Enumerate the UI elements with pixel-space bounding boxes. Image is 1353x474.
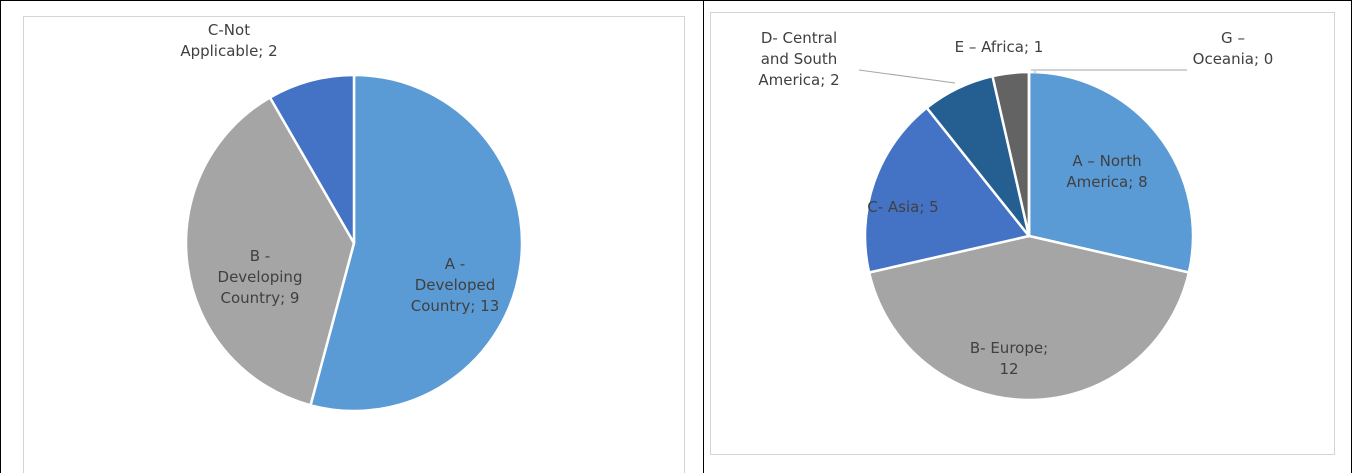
data-label: B- Europe; 12 — [970, 339, 1048, 378]
panel-divider — [703, 0, 704, 473]
data-label: A – North America; 8 — [1066, 152, 1147, 191]
pie-slice — [184, 96, 356, 407]
pie-slice — [268, 73, 356, 245]
data-label: E – Africa; 1 — [955, 38, 1044, 56]
data-label: D- Central and South America; 2 — [758, 29, 839, 89]
pie-slice — [867, 234, 1191, 402]
data-label: B -Developing Country; 9 — [218, 247, 303, 307]
pie-slice — [1027, 70, 1195, 274]
data-label: A -Developed Country; 13 — [411, 255, 500, 315]
pie-slice — [309, 73, 524, 413]
chart-panel-regions: A – North America; 8 B- Europe; 12 C- Asia; … — [710, 12, 1335, 455]
data-label: C- Asia; 5 — [867, 198, 938, 216]
leader-line — [858, 69, 956, 84]
pie-chart-development-status: A -Developed Country; 13 B -Developing Coun… — [180, 21, 524, 413]
chart-panel-development-status: A -Developed Country; 13 B -Developing Coun… — [23, 16, 685, 473]
data-label: G – Oceania; 0 — [1193, 29, 1274, 68]
pie-chart-regions: A – North America; 8 B- Europe; 12 C- Asia; … — [758, 29, 1274, 402]
pie-slice — [863, 106, 1031, 274]
data-label: C-Not Applicable; 2 — [180, 21, 277, 60]
